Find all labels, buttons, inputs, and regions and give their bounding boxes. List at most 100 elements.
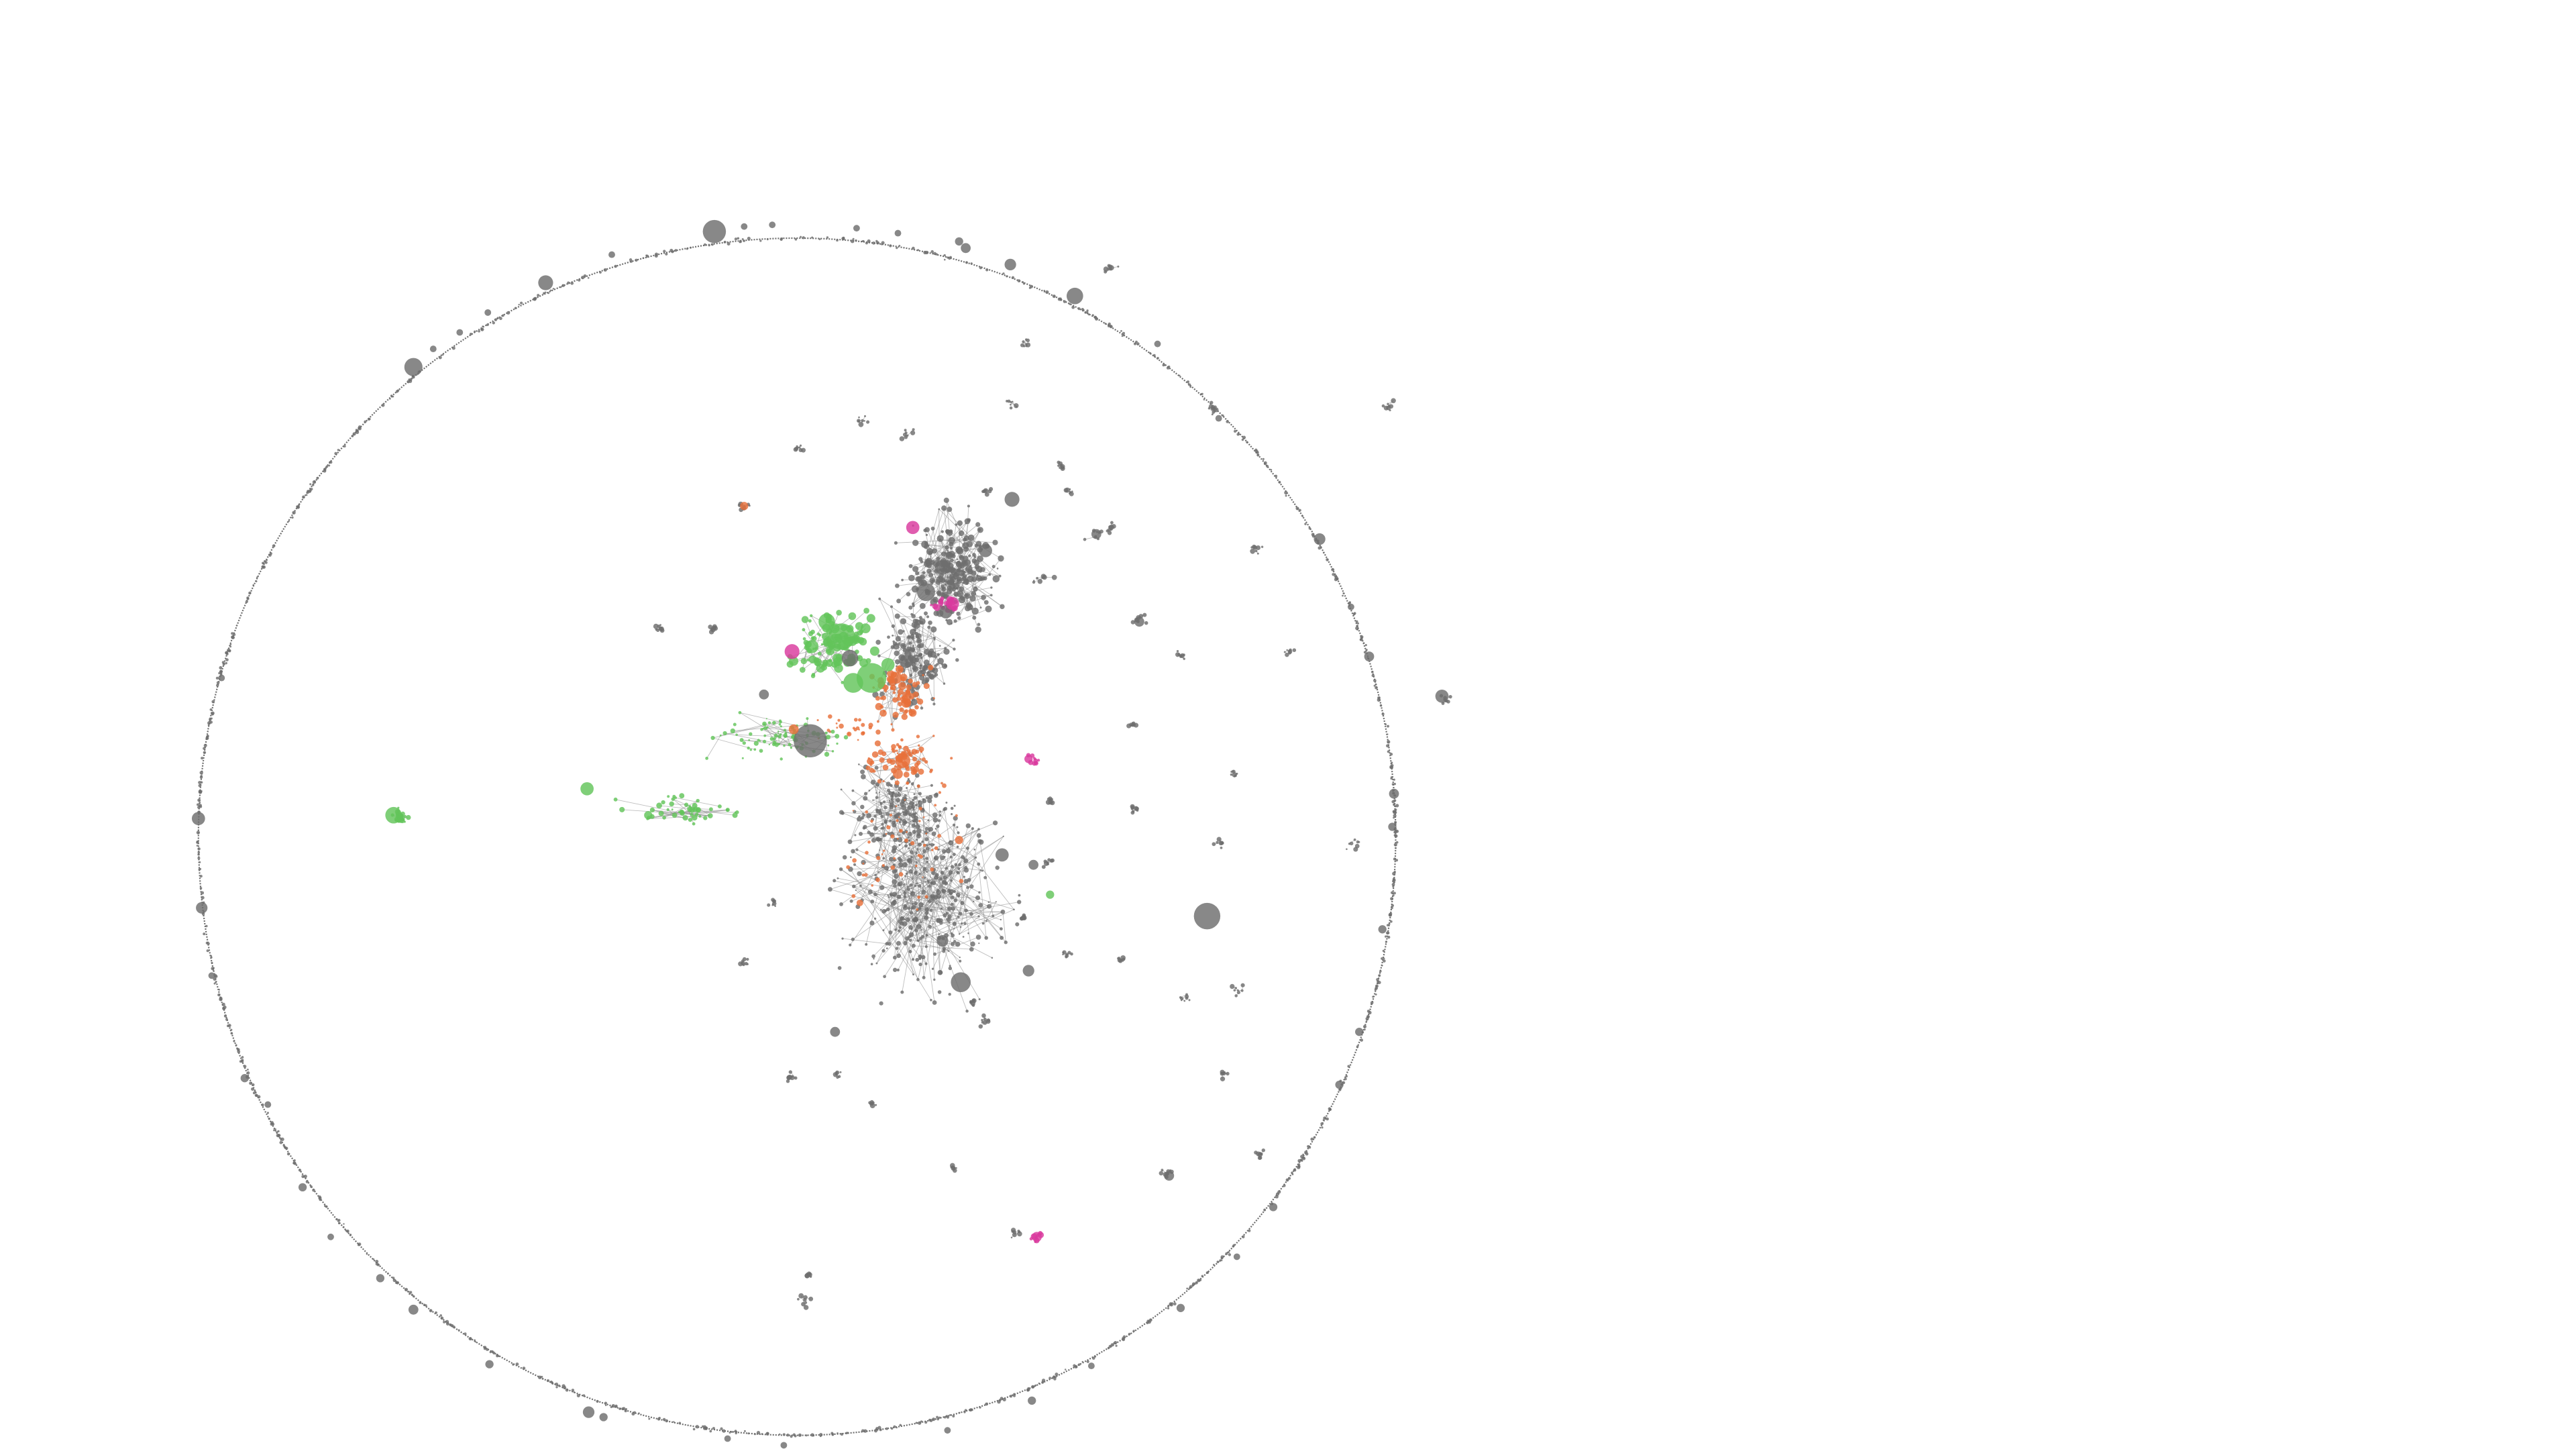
outlier-node bbox=[797, 1297, 800, 1301]
lower-node bbox=[908, 869, 913, 873]
outlier-node bbox=[863, 415, 867, 417]
ring-node bbox=[279, 1140, 283, 1144]
ring-node bbox=[604, 1404, 607, 1407]
graph-edge bbox=[853, 827, 883, 852]
lower-node bbox=[947, 950, 950, 952]
ring-node bbox=[243, 1065, 247, 1069]
lower-node bbox=[858, 763, 860, 765]
graph-edge bbox=[922, 808, 936, 820]
graph-edge bbox=[1002, 912, 1006, 943]
lower-node bbox=[934, 873, 939, 877]
lower-node bbox=[999, 927, 1003, 931]
green-node bbox=[703, 816, 708, 820]
lower-node bbox=[918, 884, 922, 888]
ring-node bbox=[1370, 1001, 1374, 1005]
lower-node bbox=[873, 814, 877, 818]
orange-node bbox=[865, 765, 871, 771]
ring-node bbox=[316, 476, 319, 480]
ring-node bbox=[710, 243, 714, 246]
central-node bbox=[938, 508, 941, 511]
ring-node bbox=[1052, 294, 1056, 299]
ring-node bbox=[1291, 1173, 1294, 1175]
graph-edge bbox=[873, 768, 908, 772]
lower-node bbox=[912, 798, 915, 802]
lower-node bbox=[958, 863, 961, 867]
outlier-node bbox=[1010, 1236, 1013, 1238]
ring-node bbox=[1233, 429, 1237, 433]
graph-edge bbox=[893, 785, 932, 794]
outer-ring-layer bbox=[191, 219, 1399, 1449]
orange-node bbox=[924, 895, 928, 899]
ring-node bbox=[1045, 290, 1049, 294]
central-node bbox=[919, 664, 922, 667]
outlier-node bbox=[955, 1167, 957, 1169]
lower-node bbox=[916, 833, 921, 839]
ring-node bbox=[404, 1287, 409, 1291]
central-node bbox=[906, 592, 911, 597]
outlier-node bbox=[1108, 264, 1113, 269]
central-node bbox=[944, 647, 947, 650]
ring-node bbox=[409, 1291, 413, 1294]
lower-node bbox=[906, 787, 908, 790]
lower-node bbox=[940, 907, 943, 910]
graph-edge bbox=[819, 653, 830, 661]
lower-node bbox=[987, 904, 991, 909]
lower-node bbox=[915, 957, 920, 962]
ring-node bbox=[1077, 307, 1081, 311]
ring-node bbox=[305, 1180, 309, 1183]
central-node bbox=[949, 551, 955, 557]
outlier-node bbox=[912, 428, 915, 431]
lower-node bbox=[875, 808, 879, 812]
lower-node bbox=[897, 857, 902, 861]
outlier-node bbox=[1062, 953, 1064, 956]
ring-node bbox=[958, 1411, 961, 1414]
orange-node bbox=[906, 782, 909, 785]
lower-node bbox=[963, 875, 965, 878]
ring-node bbox=[1191, 1283, 1195, 1287]
orange-node bbox=[881, 695, 886, 700]
hub-node bbox=[856, 899, 863, 906]
ring-hub-node bbox=[484, 309, 492, 316]
orange-node bbox=[932, 697, 935, 700]
ring-node bbox=[256, 576, 258, 578]
ring-node bbox=[231, 632, 234, 635]
central-node bbox=[904, 651, 908, 655]
ring-node bbox=[1381, 964, 1383, 967]
ring-node bbox=[1391, 904, 1395, 907]
ring-node bbox=[264, 561, 268, 564]
magenta-node bbox=[938, 600, 944, 604]
ring-node bbox=[1220, 1255, 1224, 1259]
outlier-node bbox=[1104, 270, 1108, 274]
ring-node bbox=[678, 1421, 682, 1425]
ring-node bbox=[199, 804, 202, 807]
graph-edge bbox=[883, 858, 963, 904]
lower-node bbox=[959, 959, 962, 963]
lower-node bbox=[981, 922, 985, 925]
ring-node bbox=[1313, 1136, 1316, 1139]
lower-node bbox=[926, 860, 928, 863]
ring-node bbox=[1391, 883, 1395, 887]
graph-edge bbox=[914, 867, 941, 921]
ring-node bbox=[443, 1320, 446, 1324]
central-node bbox=[954, 578, 957, 581]
lower-node bbox=[932, 1000, 937, 1005]
outlier-node bbox=[904, 429, 907, 432]
ring-node bbox=[952, 1415, 955, 1417]
lower-node bbox=[957, 867, 961, 870]
ring-node bbox=[599, 271, 602, 274]
outlier-node bbox=[904, 435, 908, 439]
orange-node bbox=[918, 820, 921, 822]
lower-node bbox=[911, 813, 916, 818]
ring-hub-node bbox=[853, 225, 860, 232]
ring-node bbox=[1270, 468, 1273, 471]
central-node bbox=[916, 638, 922, 644]
lower-node bbox=[870, 899, 875, 904]
lower-node bbox=[898, 929, 901, 932]
ring-node bbox=[1385, 935, 1387, 938]
ring-node bbox=[198, 781, 201, 784]
graph-edge bbox=[879, 798, 893, 803]
ring-node bbox=[352, 432, 356, 436]
ring-node bbox=[512, 1363, 515, 1366]
lower-node bbox=[896, 941, 902, 946]
